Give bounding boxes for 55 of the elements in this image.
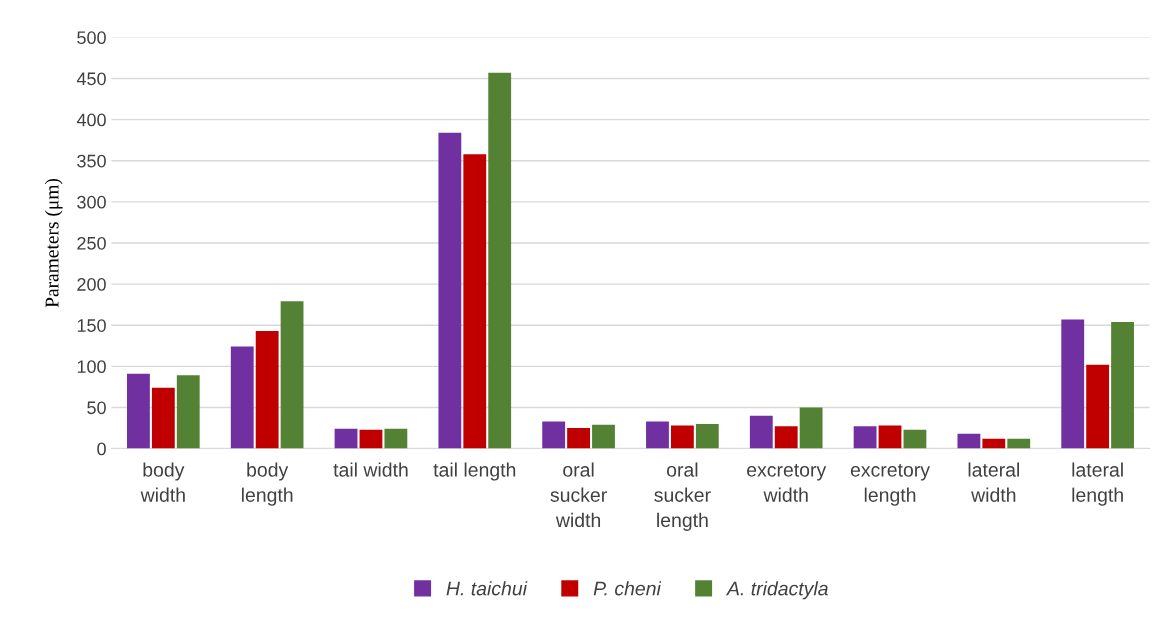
x-tick-label: oral sucker length	[654, 462, 711, 531]
bar	[176, 375, 200, 449]
y-tick-label: 450	[76, 72, 106, 86]
legend-label: P. cheni	[593, 581, 662, 596]
bar	[774, 426, 798, 449]
bar	[359, 429, 383, 449]
bar	[463, 154, 487, 449]
y-tick-label: 400	[76, 113, 106, 127]
y-tick-label: 50	[87, 401, 106, 415]
bar	[1007, 438, 1031, 449]
legend-label: A. tridactyla	[726, 581, 828, 600]
y-axis-title: Parameters (μm)	[44, 178, 63, 308]
x-tick-label: excretory length	[850, 463, 930, 506]
bar	[230, 346, 254, 449]
y-tick-label: 150	[77, 319, 106, 332]
bar	[903, 429, 927, 449]
legend-label: H. taichui	[446, 581, 528, 596]
bar	[438, 132, 462, 449]
x-tick-label: body length	[241, 462, 293, 506]
y-tick-label: 350	[77, 154, 106, 168]
y-tick-label: 500	[77, 31, 106, 45]
x-tick-label: tail width	[333, 462, 408, 477]
bar	[799, 407, 823, 449]
y-tick-label: 300	[77, 195, 106, 209]
x-tick-label: lateral width	[968, 462, 1020, 502]
x-tick-label: body width	[140, 462, 185, 502]
bar	[488, 72, 512, 449]
bar	[127, 373, 150, 449]
x-tick-label: tail length	[433, 462, 516, 481]
bar	[1061, 319, 1085, 449]
bar	[592, 424, 615, 449]
bar	[255, 330, 279, 449]
bar	[334, 428, 358, 449]
bar	[646, 421, 669, 449]
bar	[151, 387, 175, 449]
bar	[695, 423, 719, 449]
x-tick-label: lateral length	[1072, 462, 1123, 506]
bar	[567, 428, 590, 449]
bar	[878, 425, 902, 449]
y-tick-label: 250	[77, 236, 106, 250]
y-tick-label: 200	[77, 278, 106, 291]
bar	[957, 433, 981, 449]
bar	[749, 415, 773, 449]
bar	[280, 301, 304, 449]
x-tick-label: oral sucker width	[550, 462, 607, 528]
bar	[670, 425, 694, 449]
bar	[853, 426, 877, 449]
bar	[1086, 364, 1110, 449]
bar	[542, 421, 566, 449]
y-tick-label: 0	[97, 442, 106, 456]
y-tick-label: 100	[77, 360, 106, 374]
x-tick-label: excretory width	[747, 463, 827, 502]
bar	[1111, 321, 1134, 449]
bar	[982, 438, 1006, 449]
bar	[384, 428, 408, 449]
